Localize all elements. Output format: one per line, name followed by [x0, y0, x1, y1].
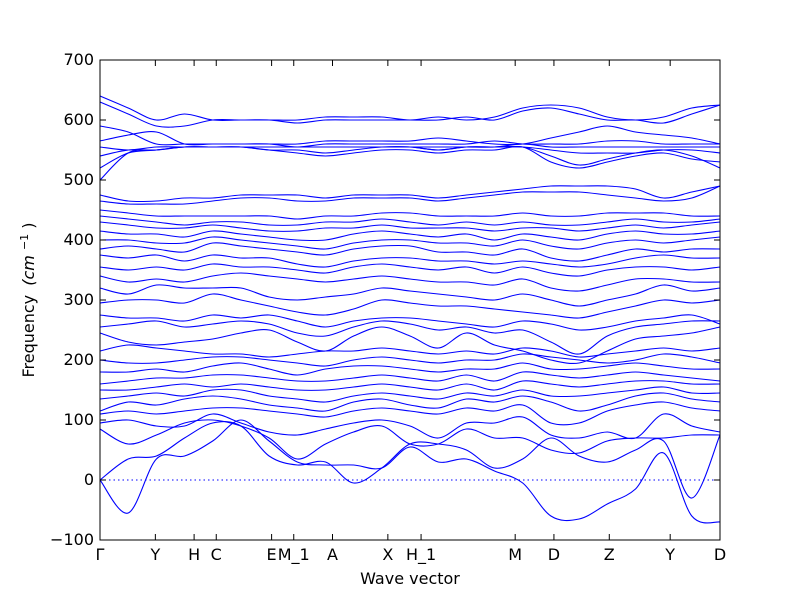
phonon-band-line	[99, 145, 721, 181]
y-tick-label: 200	[63, 350, 94, 369]
x-tick-label: Y	[149, 545, 160, 564]
y-tick-label: 500	[63, 170, 94, 189]
y-axis-ticks: −100 0 100 200 300 400 500 600 700	[50, 50, 720, 549]
phonon-band-line	[99, 392, 721, 412]
x-tick-label: D	[714, 545, 726, 564]
phonon-band-line	[99, 185, 721, 205]
phonon-band-line	[99, 263, 721, 277]
phonon-band-line	[99, 221, 721, 232]
y-tick-label: 700	[63, 50, 94, 69]
phonon-band-line	[99, 421, 721, 499]
x-tick-label: Z	[604, 545, 615, 564]
band-lines	[99, 95, 721, 524]
x-tick-label: D	[548, 545, 560, 564]
phonon-band-line	[99, 419, 721, 460]
x-tick-label: Γ	[96, 545, 105, 564]
phonon-band-line	[99, 380, 721, 391]
y-axis-label-unit-close: )	[19, 222, 38, 228]
y-tick-label: 100	[63, 410, 94, 429]
y-axis-label: Frequency (cm −1 )	[13, 222, 38, 377]
phonon-band-line	[99, 272, 721, 292]
phonon-band-line	[99, 386, 721, 403]
x-axis-label: Wave vector	[360, 569, 460, 588]
phonon-band-line	[99, 143, 720, 151]
y-tick-label: 600	[63, 110, 94, 129]
phonon-band-line	[99, 230, 721, 242]
phonon-band-line	[99, 101, 721, 128]
x-tick-label: Y	[664, 545, 675, 564]
phonon-band-line	[99, 125, 721, 146]
phonon-band-line	[99, 242, 721, 262]
x-tick-label: M	[508, 545, 522, 564]
x-axis-ticks: Γ Y H C E M_1 A X H_1 M D Z Y D	[96, 60, 726, 565]
y-tick-label: 300	[63, 290, 94, 309]
x-tick-label: H_1	[406, 545, 436, 565]
x-tick-label: A	[327, 545, 338, 564]
plot-frame	[99, 59, 721, 541]
x-tick-label: X	[382, 545, 393, 564]
phonon-band-line	[99, 362, 721, 376]
phonon-band-line	[99, 209, 721, 220]
phonon-band-line	[99, 344, 721, 358]
phonon-band-line	[99, 401, 721, 426]
phonon-band-line	[99, 131, 720, 148]
phonon-band-line	[99, 419, 721, 524]
phonon-band-line	[99, 413, 721, 440]
phonon-band-line	[99, 314, 721, 331]
y-axis-label-text: Frequency	[19, 295, 38, 378]
y-tick-label: −100	[50, 530, 94, 549]
phonon-band-line	[99, 215, 721, 226]
y-axis-label-unit-exponent: −1	[18, 234, 31, 250]
y-tick-label: 0	[84, 470, 94, 489]
phonon-band-line	[99, 284, 721, 307]
phonon-band-line	[99, 145, 721, 169]
phonon-band-line	[99, 185, 721, 203]
phonon-band-line	[99, 371, 721, 385]
y-axis-label-unit: (cm	[19, 255, 38, 286]
phonon-band-line	[99, 326, 721, 364]
x-tick-label: M_1	[278, 545, 310, 565]
phonon-band-line	[99, 353, 721, 367]
phonon-band-line	[99, 320, 721, 355]
x-tick-label: E	[267, 545, 277, 564]
y-tick-label: 400	[63, 230, 94, 249]
x-tick-label: C	[211, 545, 222, 564]
phonon-band-line	[99, 95, 721, 121]
phonon-band-line	[99, 236, 721, 250]
phonon-band-line	[99, 254, 721, 268]
x-tick-label: H	[188, 545, 200, 564]
phonon-band-line	[99, 293, 721, 319]
